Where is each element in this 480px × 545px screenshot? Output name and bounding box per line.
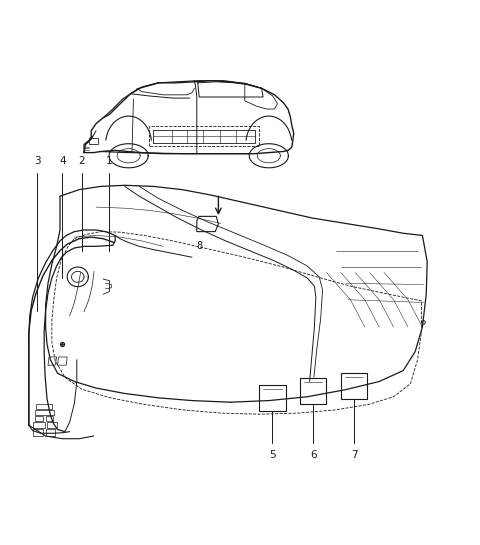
- Bar: [46, 429, 55, 436]
- Bar: [36, 404, 52, 409]
- Bar: [33, 422, 45, 428]
- Bar: [300, 378, 326, 404]
- Bar: [89, 138, 98, 144]
- Bar: [46, 416, 53, 421]
- Bar: [259, 385, 286, 411]
- Text: 2: 2: [78, 156, 85, 166]
- Text: 6: 6: [310, 450, 316, 459]
- Bar: [47, 422, 57, 428]
- Text: 1: 1: [106, 156, 113, 166]
- Text: 3: 3: [34, 156, 41, 166]
- Text: 8: 8: [196, 241, 202, 251]
- Text: 5: 5: [269, 450, 276, 459]
- Text: 7: 7: [351, 450, 357, 459]
- Bar: [35, 416, 43, 421]
- Bar: [341, 373, 367, 399]
- Text: 4: 4: [59, 156, 66, 166]
- Bar: [33, 429, 43, 436]
- Bar: [35, 410, 54, 415]
